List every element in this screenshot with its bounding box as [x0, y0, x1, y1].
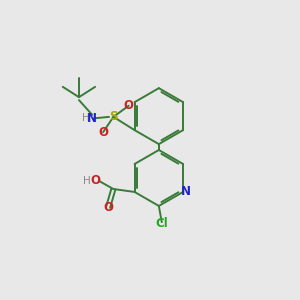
- Text: O: O: [98, 126, 108, 139]
- Text: Cl: Cl: [155, 217, 168, 230]
- Text: H: H: [82, 113, 90, 123]
- Text: O: O: [90, 174, 100, 187]
- Text: O: O: [124, 99, 134, 112]
- Text: N: N: [87, 112, 97, 125]
- Text: N: N: [180, 185, 190, 199]
- Text: S: S: [109, 110, 118, 123]
- Text: H: H: [83, 176, 91, 186]
- Text: O: O: [103, 201, 113, 214]
